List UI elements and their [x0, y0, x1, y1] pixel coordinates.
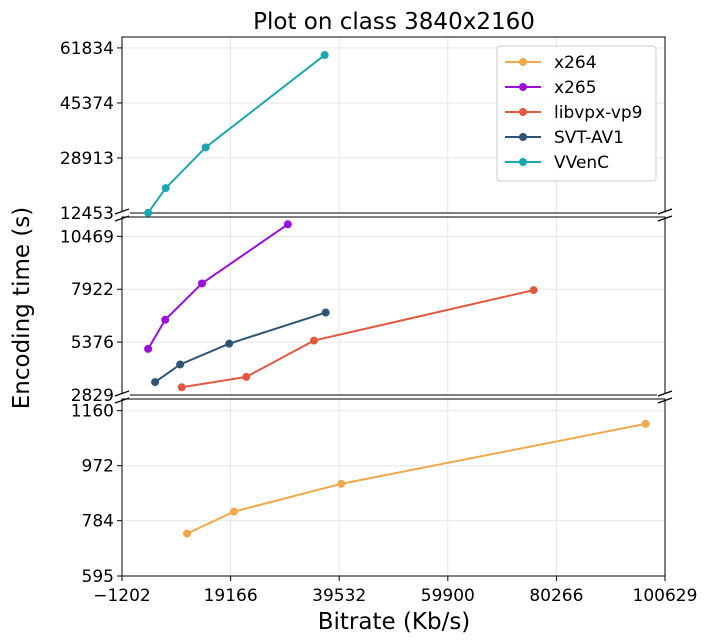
data-point-vvenc — [320, 51, 329, 60]
data-point-libvpx-vp9 — [242, 372, 251, 381]
legend-label: x264 — [554, 53, 597, 73]
legend-swatch-marker — [519, 158, 527, 166]
x-axis-title: Bitrate (Kb/s) — [318, 609, 471, 635]
x-tick-label: 100629 — [633, 586, 698, 606]
plot-panels: 12453 28913 45374 61834 2829 5376 7922 10469 595… — [60, 36, 698, 606]
series-line-x264 — [186, 422, 646, 535]
axis-break-mark — [657, 208, 673, 215]
axis-break-gap — [114, 212, 130, 218]
panel-frame — [121, 398, 666, 577]
legend-swatch-marker — [519, 83, 527, 91]
legend-swatch-marker — [519, 58, 527, 66]
data-point-vvenc — [144, 208, 153, 217]
y-tick-label: 10469 — [60, 227, 114, 247]
data-point-svt-av1 — [151, 378, 160, 387]
y-tick-label: 28913 — [60, 149, 114, 169]
data-point-vvenc — [161, 184, 170, 193]
data-point-libvpx-vp9 — [529, 286, 538, 295]
series-line-svt-av1 — [154, 311, 327, 383]
y-tick-label: 12453 — [60, 204, 114, 224]
data-point-vvenc — [201, 143, 210, 152]
y-tick-label: 784 — [82, 512, 114, 532]
legend-label: libvpx-vp9 — [554, 103, 643, 123]
data-point-libvpx-vp9 — [309, 336, 318, 345]
x-tick-label: 39532 — [312, 586, 366, 606]
y-tick-label: 1160 — [71, 402, 114, 422]
data-point-svt-av1 — [225, 339, 234, 348]
y-tick-label: 45374 — [60, 94, 114, 114]
x-tick-label: 19166 — [204, 586, 258, 606]
axis-break-mark — [114, 390, 130, 397]
legend-label: x265 — [554, 78, 597, 98]
y-tick-label: 7922 — [71, 280, 114, 300]
axis-break-gap — [657, 212, 673, 218]
x-tick-label: 80266 — [529, 586, 583, 606]
x-tick-label: −1202 — [93, 586, 151, 606]
legend: x264 x265 libvpx-vp9 SVT-AV1 VVenC — [496, 45, 657, 182]
y-tick-label: 2829 — [71, 386, 114, 406]
panel-frame — [121, 216, 666, 396]
data-point-libvpx-vp9 — [177, 383, 186, 392]
data-point-x265 — [161, 315, 170, 324]
panel-frame — [121, 36, 666, 214]
y-tick-label: 972 — [82, 457, 114, 477]
legend-label: VVenC — [554, 153, 609, 173]
data-point-svt-av1 — [176, 360, 185, 369]
data-point-x264 — [337, 479, 346, 488]
y-tick-label: 61834 — [60, 39, 114, 59]
data-point-x265 — [144, 344, 153, 353]
series-line-vvenc — [147, 54, 326, 214]
x-tick-label: 59900 — [421, 586, 475, 606]
axis-break-gap — [114, 394, 130, 400]
series-line-libvpx-vp9 — [181, 289, 534, 389]
legend-swatch-marker — [519, 108, 527, 116]
y-tick-label: 595 — [82, 567, 114, 587]
axis-break-mark — [657, 390, 673, 397]
series-line-x265 — [147, 223, 289, 350]
data-point-x264 — [641, 419, 650, 428]
data-point-x264 — [183, 529, 192, 538]
chart-title: Plot on class 3840x2160 — [253, 9, 535, 35]
data-point-x265 — [283, 220, 292, 229]
data-point-x264 — [229, 507, 238, 516]
axis-break-mark — [114, 208, 130, 215]
data-point-svt-av1 — [321, 308, 330, 317]
legend-label: SVT-AV1 — [554, 128, 624, 148]
y-axis-title: Encoding time (s) — [9, 207, 35, 410]
y-tick-label: 5376 — [71, 333, 114, 353]
data-point-x265 — [197, 279, 206, 288]
axis-break-gap — [657, 394, 673, 400]
legend-box — [496, 45, 657, 182]
legend-swatch-marker — [519, 133, 527, 141]
